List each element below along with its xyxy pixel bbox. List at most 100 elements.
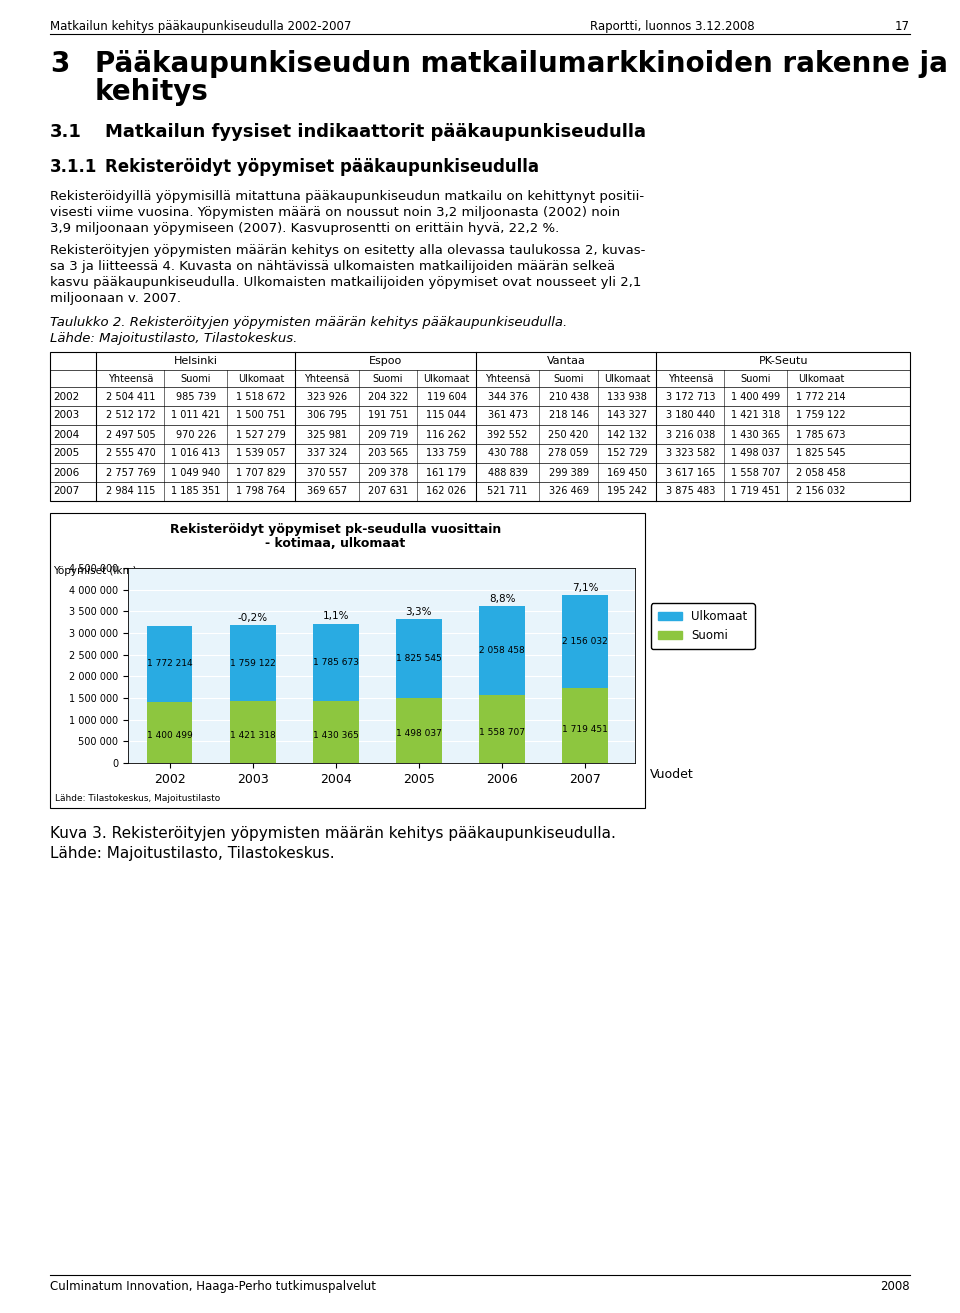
Bar (229, 625, 276, 701)
Text: 1 430 365: 1 430 365 (731, 429, 780, 440)
Text: 344 376: 344 376 (488, 391, 528, 402)
Text: 1 558 707: 1 558 707 (479, 729, 525, 737)
Legend: Ulkomaat, Suomi: Ulkomaat, Suomi (651, 603, 755, 649)
Text: 119 604: 119 604 (426, 391, 467, 402)
Text: 250 420: 250 420 (548, 429, 588, 440)
Text: 1 185 351: 1 185 351 (171, 487, 221, 496)
Text: 2008: 2008 (880, 1280, 910, 1293)
Text: -0,2%: -0,2% (238, 613, 268, 622)
Text: 1 430 365: 1 430 365 (313, 730, 359, 739)
Text: 143 327: 143 327 (607, 411, 647, 420)
Text: 2 512 172: 2 512 172 (106, 411, 156, 420)
Bar (396, 699, 442, 763)
Text: 2 555 470: 2 555 470 (106, 449, 156, 458)
Text: Taulukko 2. Rekisteröityjen yöpymisten määrän kehitys pääkaupunkiseudulla.: Taulukko 2. Rekisteröityjen yöpymisten m… (50, 316, 567, 330)
Text: 3 323 582: 3 323 582 (665, 449, 715, 458)
Text: Raportti, luonnos 3.12.2008: Raportti, luonnos 3.12.2008 (590, 20, 755, 33)
Text: 169 450: 169 450 (607, 467, 647, 478)
Text: 1 719 451: 1 719 451 (731, 487, 780, 496)
Text: Ulkomaat: Ulkomaat (423, 373, 469, 383)
Text: 1 498 037: 1 498 037 (396, 729, 442, 738)
Text: 1 772 214: 1 772 214 (796, 391, 846, 402)
Text: 3,3%: 3,3% (406, 607, 432, 617)
Text: 488 839: 488 839 (488, 467, 527, 478)
Text: 115 044: 115 044 (426, 411, 467, 420)
Bar (313, 701, 359, 763)
Text: 2 156 032: 2 156 032 (796, 487, 846, 496)
Text: 1,1%: 1,1% (323, 612, 349, 621)
Text: 3 172 713: 3 172 713 (665, 391, 715, 402)
Text: Culminatum Innovation, Haaga-Perho tutkimuspalvelut: Culminatum Innovation, Haaga-Perho tutki… (50, 1280, 376, 1293)
Text: 116 262: 116 262 (426, 429, 467, 440)
Text: 1 785 673: 1 785 673 (313, 658, 359, 667)
Text: miljoonaan v. 2007.: miljoonaan v. 2007. (50, 291, 181, 305)
Text: Yhteensä: Yhteensä (667, 373, 713, 383)
Text: 161 179: 161 179 (426, 467, 467, 478)
Text: 2 058 458: 2 058 458 (479, 646, 525, 655)
Text: 392 552: 392 552 (488, 429, 528, 440)
Text: 2 156 032: 2 156 032 (563, 637, 608, 646)
Text: 17: 17 (895, 20, 910, 33)
Text: Suomi: Suomi (553, 373, 584, 383)
Text: Ulkomaat: Ulkomaat (798, 373, 844, 383)
Text: 1 527 279: 1 527 279 (236, 429, 286, 440)
Text: 2 757 769: 2 757 769 (106, 467, 156, 478)
Text: 325 981: 325 981 (307, 429, 347, 440)
Text: 1 498 037: 1 498 037 (731, 449, 780, 458)
Text: 133 938: 133 938 (607, 391, 647, 402)
Text: 203 565: 203 565 (368, 449, 408, 458)
Text: 3: 3 (50, 50, 69, 77)
Text: Yhteensä: Yhteensä (485, 373, 530, 383)
Text: Suomi: Suomi (740, 373, 771, 383)
Text: 209 378: 209 378 (368, 467, 408, 478)
Text: 191 751: 191 751 (368, 411, 408, 420)
Text: 3,9 miljoonaan yöpymiseen (2007). Kasvuprosentti on erittäin hyvä, 22,2 %.: 3,9 miljoonaan yöpymiseen (2007). Kasvup… (50, 222, 560, 235)
Text: 370 557: 370 557 (307, 467, 348, 478)
Text: 3 180 440: 3 180 440 (665, 411, 715, 420)
Text: 1 707 829: 1 707 829 (236, 467, 286, 478)
Text: 142 132: 142 132 (607, 429, 647, 440)
Text: Yhteensä: Yhteensä (304, 373, 349, 383)
Text: 218 146: 218 146 (548, 411, 588, 420)
Text: Matkailun fyysiset indikaattorit pääkaupunkiseudulla: Matkailun fyysiset indikaattorit pääkaup… (105, 123, 646, 140)
Text: 970 226: 970 226 (176, 429, 216, 440)
Text: 3 875 483: 3 875 483 (665, 487, 715, 496)
Text: 2 984 115: 2 984 115 (106, 487, 156, 496)
Text: 1 500 751: 1 500 751 (236, 411, 286, 420)
Text: Lähde: Tilastokeskus, Majoitustilasto: Lähde: Tilastokeskus, Majoitustilasto (55, 794, 220, 804)
Text: PK-Seutu: PK-Seutu (758, 356, 808, 366)
Text: 2004: 2004 (53, 429, 80, 440)
Text: 2005: 2005 (53, 449, 80, 458)
Bar (147, 625, 192, 702)
Text: 162 026: 162 026 (426, 487, 467, 496)
Text: Ulkomaat: Ulkomaat (238, 373, 284, 383)
Text: 1 825 545: 1 825 545 (396, 654, 442, 663)
Bar (50, 352, 910, 502)
Text: sa 3 ja liitteessä 4. Kuvasta on nähtävissä ulkomaisten matkailijoiden määrän se: sa 3 ja liitteessä 4. Kuvasta on nähtävi… (50, 260, 615, 273)
Text: Rekisteröidyillä yöpymisillä mitattuna pääkaupunkiseudun matkailu on kehittynyt : Rekisteröidyillä yöpymisillä mitattuna p… (50, 190, 644, 204)
Bar (479, 696, 525, 763)
Text: 2 497 505: 2 497 505 (106, 429, 156, 440)
Bar (396, 618, 442, 699)
Text: 1 421 318: 1 421 318 (229, 731, 276, 739)
Text: 1 049 940: 1 049 940 (171, 467, 221, 478)
Text: 1 558 707: 1 558 707 (731, 467, 780, 478)
Text: 7,1%: 7,1% (572, 583, 598, 592)
Text: Vuodet: Vuodet (650, 768, 694, 781)
Text: 1 016 413: 1 016 413 (171, 449, 221, 458)
Text: 2 504 411: 2 504 411 (106, 391, 156, 402)
Bar (563, 688, 608, 763)
Text: 299 389: 299 389 (548, 467, 588, 478)
Text: 1 772 214: 1 772 214 (147, 659, 192, 668)
Text: 326 469: 326 469 (548, 487, 588, 496)
Text: 1 011 421: 1 011 421 (171, 411, 221, 420)
Text: Rekisteröidyt yöpymiset pääkaupunkiseudulla: Rekisteröidyt yöpymiset pääkaupunkiseudu… (105, 158, 539, 176)
Bar (313, 624, 359, 701)
Text: Lähde: Majoitustilasto, Tilastokeskus.: Lähde: Majoitustilasto, Tilastokeskus. (50, 332, 298, 345)
Text: 3 617 165: 3 617 165 (665, 467, 715, 478)
Text: Ulkomaat: Ulkomaat (604, 373, 650, 383)
Text: 195 242: 195 242 (607, 487, 647, 496)
Text: 985 739: 985 739 (176, 391, 216, 402)
Text: kasvu pääkaupunkiseudulla. Ulkomaisten matkailijoiden yöpymiset ovat nousseet yl: kasvu pääkaupunkiseudulla. Ulkomaisten m… (50, 276, 641, 289)
Text: 2006: 2006 (53, 467, 80, 478)
